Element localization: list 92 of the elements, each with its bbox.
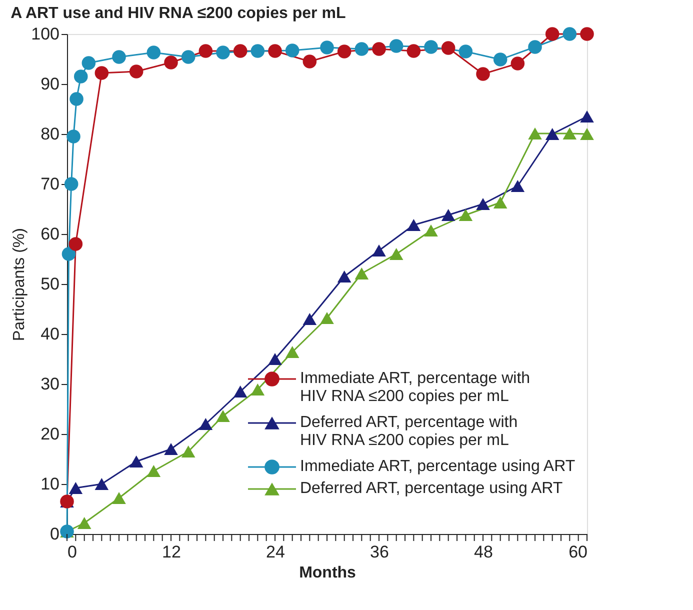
point	[562, 128, 577, 140]
x-tick-label: 24	[266, 542, 285, 562]
point	[580, 128, 594, 140]
point	[64, 177, 78, 191]
point	[216, 410, 230, 422]
point	[476, 67, 490, 81]
point	[406, 219, 421, 231]
point	[493, 52, 508, 66]
point	[510, 180, 525, 192]
point	[268, 44, 282, 58]
point	[424, 224, 438, 236]
y-tick-label: 0	[50, 524, 60, 544]
point	[216, 46, 230, 60]
point	[146, 465, 161, 477]
point	[198, 44, 213, 58]
point	[164, 56, 178, 70]
point	[354, 42, 369, 56]
point	[82, 56, 96, 70]
point	[250, 384, 265, 396]
point	[424, 40, 438, 54]
y-tick-label: 50	[40, 274, 60, 294]
point	[112, 492, 126, 504]
y-axis-title: Participants (%)	[11, 228, 28, 341]
point	[285, 44, 300, 58]
point	[458, 209, 473, 221]
point	[70, 92, 84, 106]
point	[337, 44, 352, 58]
legend-label: Immediate ART, percentage using ART	[300, 458, 576, 475]
point	[268, 353, 282, 365]
x-tick-label: 60	[568, 542, 588, 562]
point	[545, 27, 560, 41]
legend-label: Deferred ART, percentage using ART	[300, 480, 563, 497]
point	[94, 478, 109, 490]
point	[285, 346, 300, 358]
point	[66, 130, 80, 144]
chart-title: A ART use and HIV RNA ≤200 copies per mL	[10, 5, 346, 22]
point	[545, 128, 560, 140]
point	[406, 44, 421, 58]
y-tick-label: 40	[40, 324, 60, 344]
point	[320, 312, 334, 324]
point	[441, 41, 456, 55]
point	[302, 313, 317, 325]
point	[233, 44, 248, 58]
point	[580, 110, 594, 122]
point	[68, 237, 83, 251]
point	[337, 270, 352, 282]
point	[129, 64, 144, 78]
point	[372, 244, 386, 256]
legend-label: Deferred ART, percentage with HIV RNA ≤200 copies per mL	[300, 414, 518, 449]
point	[528, 40, 542, 54]
point	[320, 40, 334, 54]
point	[164, 443, 178, 455]
y-tick-label: 100	[31, 24, 60, 44]
point	[389, 248, 404, 260]
x-axis-title: Months	[299, 564, 356, 582]
point	[233, 386, 248, 398]
y-tick-label: 80	[40, 124, 60, 144]
point	[528, 128, 542, 140]
point	[476, 198, 490, 210]
y-tick-label: 90	[40, 74, 60, 94]
point	[77, 517, 92, 529]
y-tick-label: 10	[40, 474, 60, 494]
point	[562, 27, 577, 41]
x-tick-label: 0	[68, 542, 77, 562]
point	[94, 66, 109, 80]
point	[68, 482, 83, 494]
legend-label: Immediate ART, percentage with HIV RNA ≤200 copies per mL	[300, 370, 530, 405]
point	[580, 27, 594, 41]
y-tick-label: 30	[40, 374, 60, 394]
point	[510, 56, 525, 70]
y-tick-label: 70	[40, 174, 60, 194]
point	[74, 70, 88, 84]
y-tick-label: 20	[40, 424, 60, 444]
point	[389, 39, 404, 53]
point	[181, 50, 196, 64]
x-tick-label: 48	[474, 542, 493, 562]
point	[302, 54, 317, 68]
x-tick-label: 12	[162, 542, 181, 562]
point	[129, 456, 144, 468]
point	[250, 44, 265, 58]
point	[112, 50, 126, 64]
point	[198, 418, 213, 430]
point	[372, 42, 386, 56]
point	[354, 268, 369, 280]
point	[493, 196, 508, 208]
point	[146, 46, 161, 60]
point	[458, 44, 473, 58]
point	[181, 446, 196, 458]
point	[441, 209, 456, 221]
point	[62, 247, 76, 261]
y-tick-label: 60	[40, 224, 60, 244]
x-tick-label: 36	[370, 542, 389, 562]
